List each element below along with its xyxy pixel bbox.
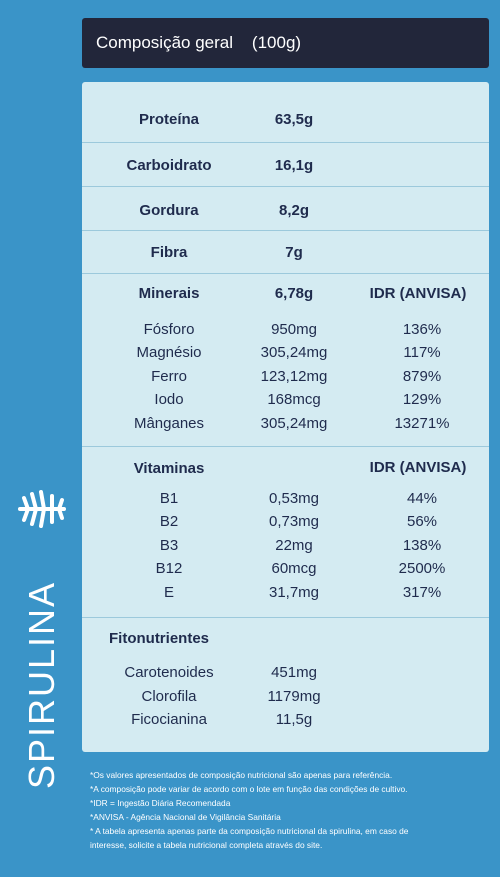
footnote: *ANVISA - Agência Nacional de Vigilância… [90,812,281,822]
vitamin-idr: 138% [402,537,442,554]
vitamins-section: Vitaminas IDR (ANVISA) B1 0,53mg 44% B2 … [82,447,489,618]
table-row: Gordura 8,2g [82,187,489,231]
nutrient-name: Fibra [150,244,188,261]
mineral-amount: 305,24mg [260,415,328,432]
table-row: Fibra 7g [82,231,489,274]
vitamin-idr: 44% [406,490,438,507]
section-title: Fitonutrientes [109,630,209,647]
nutrition-panel: Proteína 63,5g Carboidrato 16,1g Gordura… [82,82,489,752]
vitamin-amount: 60mcg [271,560,317,577]
idr-header: IDR (ANVISA) [369,459,467,476]
mineral-amount: 123,12mg [260,368,328,385]
brand-name: SPIRULINA [21,580,62,790]
vitamin-amount: 31,7mg [268,584,320,601]
footnotes: *Os valores apresentados de composição n… [90,768,490,852]
mineral-amount: 305,24mg [260,344,328,361]
phyto-amount: 451mg [271,664,317,681]
nutrient-value: 8,2g [278,202,310,219]
section-title: Vitaminas [133,460,205,477]
phyto-name: Clorofila [141,688,197,705]
phyto-name: Ficocianina [131,711,207,728]
mineral-name: Mânganes [133,415,205,432]
nutrient-value: 63,5g [274,111,314,128]
footnote: * A tabela apresenta apenas parte da com… [90,826,409,836]
footnote: interesse, solicite a tabela nutricional… [90,840,323,850]
footnote: *Os valores apresentados de composição n… [90,770,393,780]
vitamin-amount: 0,73mg [268,513,320,530]
mineral-idr: 136% [402,321,442,338]
table-title: Composição geral [96,33,234,52]
section-total: 6,78g [274,285,314,302]
vitamin-amount: 0,53mg [268,490,320,507]
table-title-bar: Composição geral (100g) [82,18,489,68]
nutrient-name: Gordura [139,202,199,219]
mineral-name: Ferro [151,368,187,385]
mineral-idr: 13271% [394,415,450,432]
mineral-name: Iodo [154,391,184,408]
idr-header: IDR (ANVISA) [369,285,467,302]
vitamin-idr: 317% [402,584,442,601]
table-serving: (100g) [251,33,302,52]
footnote: *A composição pode variar de acordo com … [90,784,408,794]
phyto-name: Carotenoides [124,664,214,681]
vitamin-name: B3 [159,537,179,554]
vitamin-name: B2 [159,513,179,530]
vitamin-name: B12 [155,560,183,577]
footnote: *IDR = Ingestão Diária Recomendada [90,798,231,808]
nutrient-value: 7g [285,244,303,261]
phyto-amount: 11,5g [275,711,313,728]
table-row: Carboidrato 16,1g [82,143,489,187]
phyto-amount: 1179mg [267,688,321,705]
coral-logo-icon [18,490,66,528]
vitamin-name: E [163,584,175,601]
brand-sidebar: SPIRULINA [10,290,74,789]
mineral-idr: 879% [402,368,442,385]
mineral-name: Magnésio [136,344,202,361]
table-row: Proteína 63,5g [82,82,489,143]
vitamin-idr: 2500% [398,560,446,577]
mineral-amount: 168mcg [267,391,321,408]
minerals-section: Minerais 6,78g IDR (ANVISA) Fósforo 950m… [82,274,489,447]
section-title: Minerais [138,285,200,302]
nutrient-value: 16,1g [274,157,314,174]
vitamin-idr: 56% [406,513,438,530]
phytonutrients-section: Fitonutrientes Carotenoides 451mg Clorof… [82,618,489,752]
vitamin-amount: 22mg [275,537,313,554]
nutrient-name: Carboidrato [126,157,212,174]
nutrient-name: Proteína [138,111,200,128]
mineral-amount: 950mg [271,321,317,338]
mineral-idr: 117% [403,344,441,361]
vitamin-name: B1 [159,490,179,507]
mineral-idr: 129% [402,391,442,408]
mineral-name: Fósforo [143,321,195,338]
